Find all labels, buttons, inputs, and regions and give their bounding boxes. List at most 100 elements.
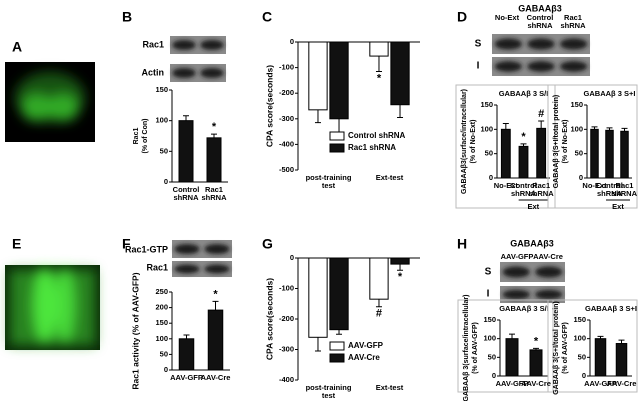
bar bbox=[308, 257, 328, 338]
y-axis-label: Rac1 bbox=[133, 128, 140, 145]
y-tick-label: 0 bbox=[164, 177, 168, 186]
error-bar bbox=[509, 333, 515, 339]
blot-row-label: I bbox=[487, 289, 490, 300]
error-bar bbox=[538, 120, 545, 129]
x-tick-label: Control shRNA bbox=[596, 181, 623, 198]
significance-marker: * bbox=[377, 72, 382, 84]
bar bbox=[178, 120, 194, 183]
y-axis-label: Rac1 activity (% of AAV-GFP) bbox=[130, 272, 140, 389]
group-label: Ext bbox=[612, 202, 624, 211]
legend-swatch bbox=[329, 131, 345, 141]
blot-band bbox=[200, 39, 224, 51]
significance-marker: * bbox=[212, 121, 217, 133]
bar bbox=[206, 137, 222, 183]
y-tick-label: 0 bbox=[579, 173, 583, 182]
chart-frame bbox=[547, 84, 638, 209]
y-tick-label: 150 bbox=[483, 315, 496, 324]
y-tick-label: 100 bbox=[155, 116, 168, 125]
y-axis-label: (% of No-Ext) bbox=[562, 120, 569, 164]
bar bbox=[178, 338, 195, 371]
y-axis-label: (% of Con) bbox=[142, 119, 149, 154]
blot-band bbox=[174, 264, 200, 274]
blot-column-label: AAV-GFP bbox=[500, 252, 534, 261]
legend-swatch bbox=[329, 353, 345, 363]
significance-marker: * bbox=[398, 271, 403, 283]
error-bar bbox=[591, 126, 598, 130]
y-tick-label: -500 bbox=[279, 165, 294, 174]
fluorescence-right bbox=[55, 267, 75, 343]
y-tick-label: 150 bbox=[480, 100, 493, 109]
error-bar bbox=[211, 133, 217, 138]
error-bar bbox=[212, 300, 219, 311]
x-tick-label: AAV-GFP bbox=[495, 379, 529, 388]
y-tick-label: 0 bbox=[164, 365, 168, 374]
legend-label: AAV-Cre bbox=[348, 353, 380, 362]
blot-band bbox=[172, 39, 196, 51]
blot-band bbox=[527, 38, 555, 50]
panel-letter: G bbox=[262, 236, 273, 252]
x-tick-label: AAV-Cre bbox=[200, 373, 231, 382]
y-tick-label: -200 bbox=[279, 88, 294, 97]
y-tick-label: 0 bbox=[290, 253, 294, 262]
panel-letter: H bbox=[457, 236, 467, 252]
bar bbox=[207, 309, 224, 371]
chart-title: GABAAβ 3 S/I bbox=[499, 89, 549, 98]
x-tick-label: Ext-test bbox=[375, 173, 404, 182]
y-tick-label: 150 bbox=[573, 315, 586, 324]
blot-column-label: Control shRNA bbox=[526, 13, 554, 30]
y-tick-label: 250 bbox=[155, 287, 168, 296]
blot-row-label: I bbox=[477, 61, 480, 72]
y-tick-label: 0 bbox=[492, 371, 496, 380]
error-bar bbox=[533, 347, 539, 350]
blot-band bbox=[502, 289, 530, 300]
blot-band bbox=[200, 67, 224, 79]
panel-letter: D bbox=[457, 9, 467, 25]
error-bar bbox=[520, 143, 527, 147]
bar bbox=[390, 41, 410, 106]
panel-letter: A bbox=[12, 39, 22, 55]
error-bar bbox=[397, 104, 404, 119]
blot-title: GABAAβ3 bbox=[518, 3, 562, 13]
error-bar bbox=[375, 299, 382, 308]
y-tick-label: 150 bbox=[570, 100, 583, 109]
x-tick-label: No-Ext bbox=[493, 181, 518, 190]
y-tick-label: 150 bbox=[155, 85, 168, 94]
blot-row-label: Rac1-GTP bbox=[125, 244, 168, 254]
error-bar bbox=[618, 339, 625, 344]
blot-band bbox=[204, 264, 230, 274]
bar bbox=[390, 257, 410, 265]
y-tick-label: 50 bbox=[485, 149, 493, 158]
blot-band bbox=[172, 67, 196, 79]
y-tick-label: 100 bbox=[155, 334, 168, 343]
y-tick-label: 150 bbox=[155, 318, 168, 327]
blot-band bbox=[535, 266, 563, 278]
x-tick-label: Control shRNA bbox=[510, 181, 537, 198]
legend-swatch bbox=[329, 143, 345, 153]
panel-letter: E bbox=[12, 236, 21, 252]
y-tick-label: 0 bbox=[582, 371, 586, 380]
y-axis-label: GABAAβ 3(surface/intracellular) bbox=[463, 295, 470, 401]
bar bbox=[615, 343, 628, 377]
bar bbox=[329, 257, 349, 331]
y-tick-label: 100 bbox=[480, 124, 493, 133]
fluorescence-haze bbox=[15, 72, 85, 122]
y-axis-label: (% of AAV-GFP) bbox=[562, 322, 569, 374]
error-bar bbox=[183, 115, 189, 121]
x-tick-label: AAV-GFP bbox=[170, 373, 203, 382]
x-tick-label: Ext-test bbox=[375, 383, 404, 392]
blot-row-label: Rac1 bbox=[146, 262, 168, 272]
blot-row-label: Actin bbox=[142, 67, 165, 77]
y-tick-label: 100 bbox=[573, 334, 586, 343]
fluorescence bbox=[15, 72, 85, 122]
chart-frame bbox=[455, 84, 556, 209]
group-label: Ext bbox=[527, 202, 539, 211]
y-axis-label: GABAAβ 3(S+I/total protein) bbox=[553, 301, 560, 395]
blot-band bbox=[502, 266, 530, 278]
bar bbox=[594, 338, 607, 377]
blot-row-label: S bbox=[485, 267, 492, 278]
chart-title: GABAAβ 3 S+I bbox=[584, 89, 636, 98]
x-tick-label: Rac1 shRNA bbox=[201, 185, 227, 202]
significance-marker: * bbox=[521, 131, 526, 143]
y-axis-label: CPA score(seconds) bbox=[264, 65, 274, 147]
